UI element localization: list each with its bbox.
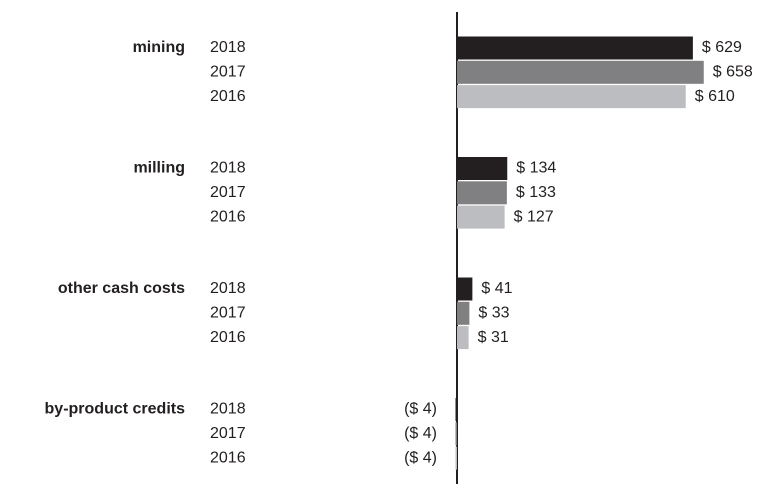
value-label: ($ 4) bbox=[404, 425, 437, 442]
series-label: 2017 bbox=[210, 425, 246, 442]
value-label: ($ 4) bbox=[404, 449, 437, 466]
value-label: $ 31 bbox=[478, 329, 509, 346]
value-label: $ 134 bbox=[516, 160, 556, 177]
series-label: 2017 bbox=[210, 305, 246, 322]
bar bbox=[457, 326, 469, 350]
category-label: milling bbox=[133, 160, 185, 177]
bar bbox=[455, 446, 457, 470]
value-label: $ 133 bbox=[516, 184, 556, 201]
series-label: 2017 bbox=[210, 184, 246, 201]
value-label: $ 127 bbox=[514, 208, 554, 225]
value-label: $ 658 bbox=[713, 64, 753, 81]
bar bbox=[457, 60, 704, 84]
series-label: 2018 bbox=[210, 39, 246, 56]
category-label: other cash costs bbox=[58, 280, 185, 297]
bar bbox=[457, 157, 508, 180]
series-label: 2018 bbox=[210, 401, 246, 418]
bar bbox=[457, 85, 686, 109]
series-label: 2016 bbox=[210, 208, 246, 225]
value-label: ($ 4) bbox=[404, 401, 437, 418]
bar bbox=[455, 398, 457, 421]
value-label: $ 33 bbox=[478, 305, 509, 322]
bar bbox=[457, 36, 693, 60]
bar bbox=[457, 277, 473, 301]
series-label: 2016 bbox=[210, 88, 246, 105]
bar bbox=[457, 205, 505, 229]
series-label: 2016 bbox=[210, 329, 246, 346]
series-label: 2018 bbox=[210, 160, 246, 177]
value-label: $ 610 bbox=[695, 88, 735, 105]
category-label: mining bbox=[133, 39, 185, 56]
bar bbox=[455, 422, 457, 446]
series-label: 2017 bbox=[210, 64, 246, 81]
series-label: 2018 bbox=[210, 280, 246, 297]
bar bbox=[457, 181, 507, 205]
value-label: $ 629 bbox=[702, 39, 742, 56]
value-label: $ 41 bbox=[481, 280, 512, 297]
series-label: 2016 bbox=[210, 449, 246, 466]
category-label: by-product credits bbox=[45, 401, 186, 418]
bar bbox=[457, 301, 470, 325]
